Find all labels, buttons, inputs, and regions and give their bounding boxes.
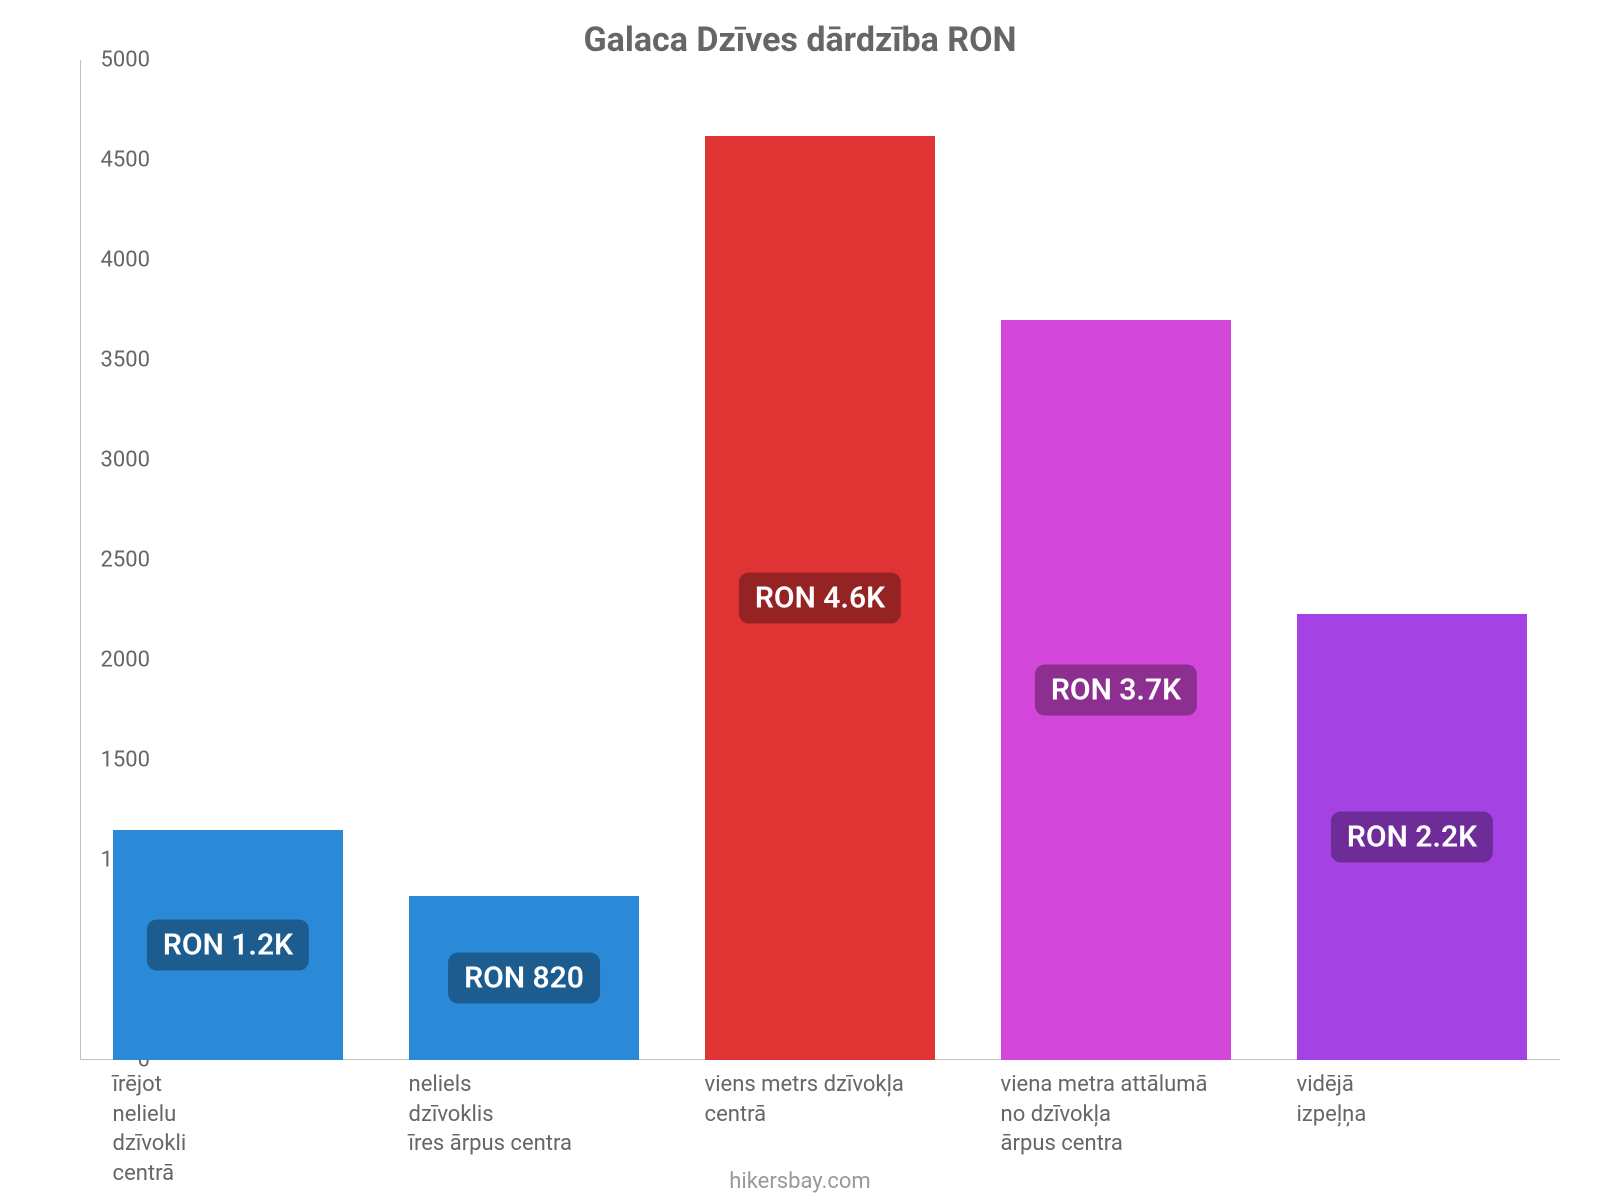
x-category-label: vidējāizpeļņa — [1297, 1070, 1568, 1129]
bar-value-label: RON 3.7K — [1035, 665, 1197, 716]
y-tick-label: 4000 — [50, 248, 150, 273]
bar-value-label: RON 2.2K — [1331, 812, 1493, 863]
y-tick-label: 3000 — [50, 448, 150, 473]
bar-value-label: RON 1.2K — [147, 920, 309, 971]
x-category-label: viena metra attālumāno dzīvokļaārpus cen… — [1001, 1070, 1272, 1159]
y-tick-label: 2000 — [50, 648, 150, 673]
chart-title: Galaca Dzīves dārdzība RON — [0, 20, 1600, 60]
cost-of-living-chart: Galaca Dzīves dārdzība RON 0500100015002… — [0, 0, 1600, 1200]
y-tick-label: 2500 — [50, 548, 150, 573]
bar-value-label: RON 820 — [448, 953, 600, 1004]
x-category-label: viens metrs dzīvokļacentrā — [705, 1070, 976, 1129]
x-category-label: nelielsdzīvoklisīres ārpus centra — [409, 1070, 680, 1159]
bar-value-label: RON 4.6K — [739, 573, 901, 624]
y-tick-label: 5000 — [50, 48, 150, 73]
y-tick-label: 1500 — [50, 748, 150, 773]
y-tick-label: 3500 — [50, 348, 150, 373]
x-category-label: īrējotnelieludzīvoklicentrā — [113, 1070, 384, 1189]
plot-area: 0500100015002000250030003500400045005000… — [80, 60, 1560, 1060]
y-tick-label: 4500 — [50, 148, 150, 173]
